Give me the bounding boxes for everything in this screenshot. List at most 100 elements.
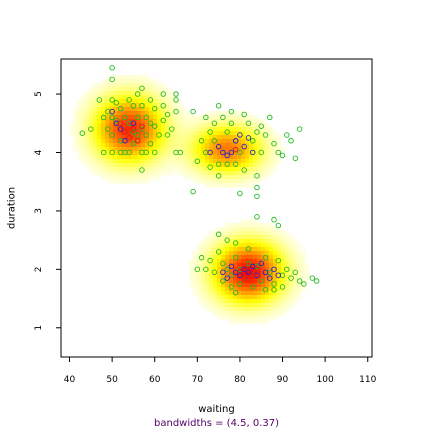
density-cell (277, 151, 282, 156)
density-cell (137, 151, 142, 156)
data-point-green (134, 114, 141, 121)
density-cell (201, 303, 206, 308)
density-cell (125, 175, 130, 180)
density-cell (245, 135, 250, 140)
data-point-green (271, 216, 277, 223)
density-cell (225, 115, 230, 120)
density-cell (109, 83, 114, 88)
density-cell (217, 111, 222, 116)
density-cell (97, 127, 102, 132)
density-cell (205, 255, 210, 260)
density-cell (173, 127, 178, 132)
density-cell (117, 87, 122, 92)
density-cell (213, 231, 218, 236)
density-cell (301, 251, 306, 256)
density-cell (237, 123, 242, 128)
density-cell (77, 151, 82, 156)
density-cell (269, 159, 274, 164)
density-cell (93, 115, 98, 120)
density-cell (133, 175, 138, 180)
density-cell (241, 223, 246, 228)
density-cell (145, 139, 150, 144)
density-cell (269, 143, 274, 148)
density-cell (145, 167, 150, 172)
density-cell (109, 115, 114, 120)
density-cell (217, 135, 222, 140)
density-cell (217, 127, 222, 132)
data-point-green (267, 114, 273, 121)
density-cell (209, 231, 214, 236)
density-cell (193, 271, 198, 276)
density-cell (225, 163, 230, 168)
density-cell (149, 91, 154, 96)
density-cell (237, 287, 242, 292)
density-cell (85, 107, 90, 112)
density-cell (93, 99, 98, 104)
density-cell (201, 167, 206, 172)
density-cell (217, 139, 222, 144)
density-cell (193, 171, 198, 176)
density-cell (153, 99, 158, 104)
density-cell (257, 179, 262, 184)
density-cell (149, 163, 154, 168)
density-cell (213, 287, 218, 292)
density-cell (197, 271, 202, 276)
density-cell (241, 243, 246, 248)
density-cell (265, 247, 270, 252)
density-cell (105, 123, 110, 128)
density-cell (297, 271, 302, 276)
density-cell (273, 315, 278, 320)
density-cell (201, 119, 206, 124)
density-cell (241, 319, 246, 324)
density-cell (81, 143, 86, 148)
density-cell (245, 283, 250, 288)
density-cell (153, 119, 158, 124)
density-cell (165, 131, 170, 136)
density-cell (81, 111, 86, 116)
density-cell (201, 179, 206, 184)
density-cell (289, 283, 294, 288)
density-cell (121, 171, 126, 176)
density-cell (217, 243, 222, 248)
density-cell (273, 135, 278, 140)
density-cell (141, 143, 146, 148)
density-cell (105, 111, 110, 116)
density-cell (229, 315, 234, 320)
density-cell (77, 107, 82, 112)
density-cell (93, 87, 98, 92)
density-cell (213, 311, 218, 316)
density-cell (193, 123, 198, 128)
data-point-blue (117, 126, 124, 132)
density-cell (117, 115, 122, 120)
data-point-green (313, 278, 320, 284)
density-cell (225, 147, 230, 152)
density-cell (113, 111, 118, 116)
density-cell (189, 115, 194, 120)
data-points (79, 65, 320, 296)
data-point-green (164, 111, 171, 118)
density-cell (201, 275, 206, 280)
density-cell (181, 163, 186, 168)
density-cell (201, 243, 206, 248)
density-cell (257, 295, 262, 300)
density-cell (109, 139, 114, 144)
data-point-blue (267, 275, 273, 281)
data-point-green (296, 126, 303, 132)
density-cell (145, 151, 150, 156)
density-cell (77, 119, 82, 124)
density-cell (265, 315, 270, 320)
density-cell (213, 239, 218, 244)
density-cell (281, 303, 286, 308)
density-cell (149, 115, 154, 120)
density-cell (249, 303, 254, 308)
density-cell (153, 115, 158, 120)
data-point-green (139, 102, 145, 109)
density-cell (253, 307, 258, 312)
density-cell (81, 99, 86, 104)
density-cell (121, 143, 126, 148)
density-cell (161, 115, 166, 120)
density-cell (273, 131, 278, 136)
density-cell (81, 103, 86, 108)
density-cell (233, 231, 238, 236)
density-cell (105, 99, 110, 104)
